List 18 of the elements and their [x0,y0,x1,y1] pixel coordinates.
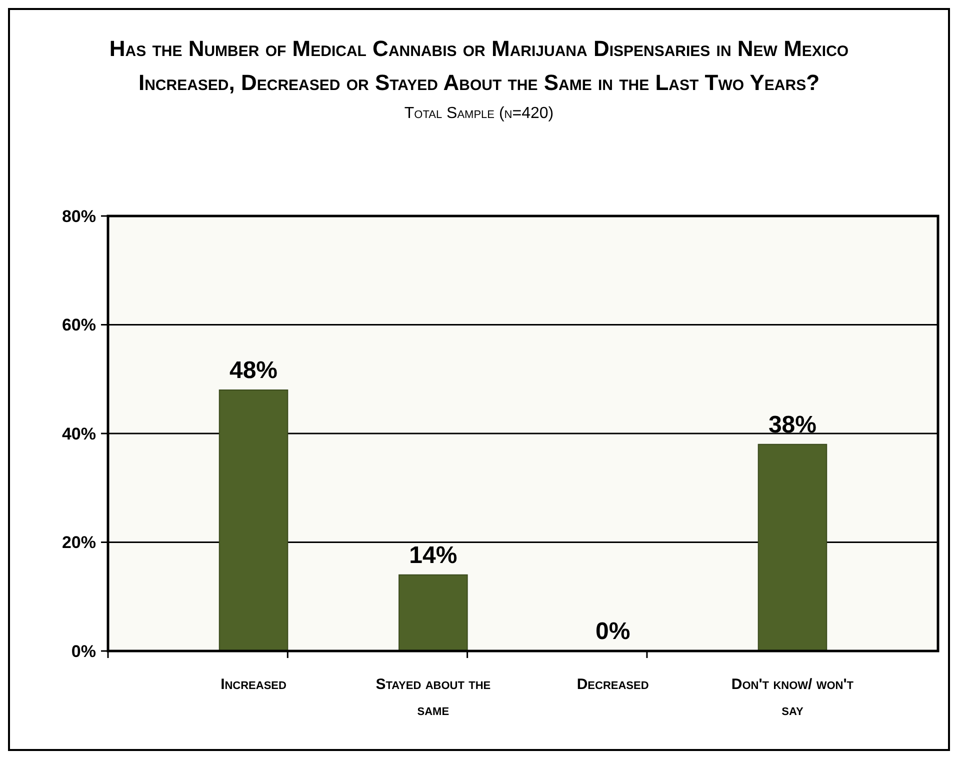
x-tick-label: Increased [220,676,287,693]
y-tick-label: 40% [62,424,96,444]
data-label: 48% [229,357,278,384]
bar [398,574,468,652]
data-label: 38% [768,411,817,438]
data-label: 14% [409,542,458,569]
data-label: 0% [595,618,630,645]
x-tick-label: Decreased [576,676,649,693]
chart-subtitle: Total Sample (n=420) [404,105,554,122]
bar [218,390,288,652]
x-tick-label: Don't know/ won't say [731,676,854,719]
x-tick-label: Stayed about the same [376,676,491,719]
chart-title: Has the Number of Medical Cannabis or Marijuana Dispensaries in New Mexico Increased, Decreased or Stayed About the Same in the Last Two Years? [109,36,849,95]
y-tick-label: 80% [62,206,96,226]
y-tick-label: 60% [62,316,96,335]
y-tick-label: 20% [62,533,96,552]
bar [758,444,828,652]
y-tick-label: 0% [71,642,96,661]
